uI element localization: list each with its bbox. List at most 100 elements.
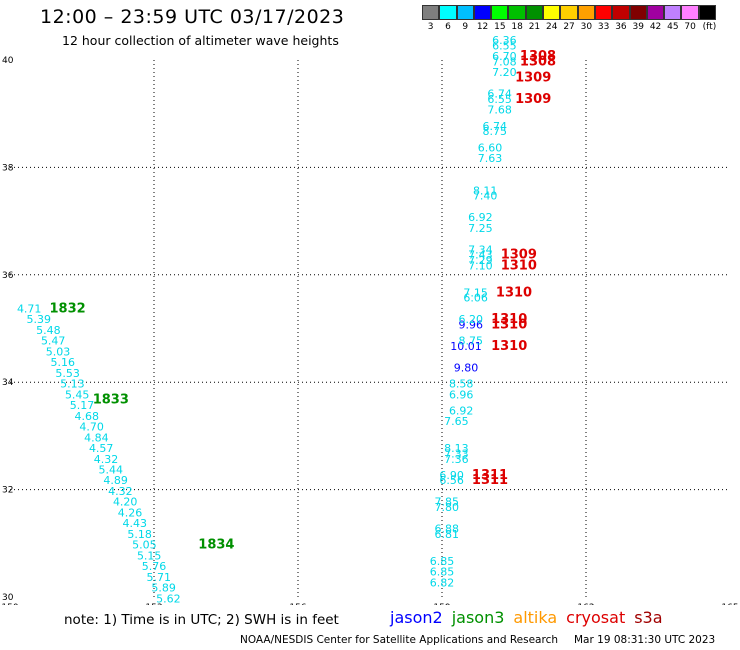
pass-time-label: 1310 [496,285,532,300]
swh-point-label: 7.29 [468,254,493,267]
y-tick-label: 36 [2,271,14,281]
swh-point-label: 5.05 [132,539,157,552]
credit-text: NOAA/NESDIS Center for Satellite Applica… [240,634,558,646]
altimeter-map-plot: 1501531561591621653032343638404.715.395.… [1,34,738,605]
swh-point-label: 9.96 [459,319,484,332]
color-scale-label: 42 [649,22,662,32]
legend-entry-altika: altika [513,608,558,627]
swh-point-label: 7.43 [468,249,493,262]
swh-point-label: 7.68 [487,104,512,117]
legend-entry-jason3: jason3 [451,608,505,627]
swh-point-label: 8.13 [444,442,469,455]
pass-time-label: 1311 [472,473,508,488]
color-swatch [439,5,457,20]
legend-entry-cryosat: cryosat [566,608,626,627]
x-tick-label: 165 [721,603,738,605]
y-tick-label: 30 [2,593,14,603]
pass-time-label: 1832 [50,301,86,316]
x-tick-label: 162 [577,603,594,605]
swh-point-label: 5.13 [60,378,85,391]
swh-point-label: 5.18 [127,528,152,541]
swh-point-label: 8.75 [483,125,508,138]
swh-point-label: 7.80 [435,501,460,514]
color-swatch [491,5,509,20]
swh-point-label: 9.80 [454,361,479,374]
swh-point-label: 4.68 [75,410,100,423]
swh-point-label: 6.82 [430,576,455,589]
color-scale-label: 12 [476,22,489,32]
x-tick-label: 150 [1,603,18,605]
footer-note: note: 1) Time is in UTC; 2) SWH is in fe… [64,612,339,628]
pass-time-label: 1834 [198,538,234,553]
swh-point-label: 5.39 [27,313,52,326]
swh-point-label: 7.65 [444,415,469,428]
y-tick-label: 34 [2,378,14,388]
swh-point-label: 4.70 [79,421,104,434]
swh-point-label: 5.16 [51,356,76,369]
swh-point-label: 8.11 [473,184,498,197]
x-tick-label: 153 [145,603,162,605]
swh-point-label: 5.15 [137,549,162,562]
pass-time-label: 1310 [491,312,527,327]
swh-point-label: 7.15 [463,286,488,299]
color-scale-label: (ft) [702,22,717,32]
swh-point-label: 6.85 [430,566,455,579]
swh-point-label: 5.71 [147,571,172,584]
pass-time-label: 1833 [93,393,129,408]
swh-point-label: 7.85 [435,496,460,509]
swh-point-label: 5.76 [142,560,167,573]
pass-time-label: 1308 [520,49,556,64]
swh-point-label: 6.85 [430,555,455,568]
swh-point-label: 8.75 [459,335,484,348]
color-scale-label: 3 [427,22,434,32]
color-swatch [681,5,699,20]
pass-time-label: 1310 [491,318,527,333]
swh-point-label: 4.89 [103,474,128,487]
color-swatch [594,5,613,20]
swh-point-label: 6.96 [449,388,474,401]
swh-point-label: 8.58 [449,378,474,391]
chart-title: 12:00 – 23:59 UTC 03/17/2023 [40,6,345,28]
color-scale-label: 15 [494,22,506,32]
swh-point-label: 6.81 [435,528,460,541]
swh-point-label: 6.90 [439,469,464,482]
color-scale-label: 24 [546,22,558,32]
swh-point-label: 5.17 [70,399,95,412]
satellite-legend: jason2 jason3 altika cryosat s3a [390,608,672,627]
color-swatch [560,5,578,20]
color-swatch [577,5,595,20]
y-tick-label: 38 [2,163,14,173]
timestamp: Mar 19 08:31:30 UTC 2023 [574,634,716,646]
swh-point-label: 5.47 [41,335,66,348]
swh-point-label: 4.84 [84,431,109,444]
swh-point-label: 6.92 [468,211,493,224]
color-swatch [508,5,526,20]
color-swatch [473,5,492,20]
color-scale-label: 18 [511,22,523,32]
swh-point-label: 5.53 [55,367,80,380]
swh-point-label: 7.34 [468,243,493,256]
swh-point-label: 6.36 [492,34,517,47]
color-scale-label: 6 [445,22,451,32]
pass-time-label: 1311 [472,468,508,483]
swh-point-label: 6.06 [463,292,488,305]
swh-point-label: 6.60 [478,141,503,154]
swh-point-label: 10.01 [450,340,482,353]
pass-time-label: 1309 [515,92,551,107]
swh-point-label: 7.33 [444,447,469,460]
color-scale-label: 45 [667,22,679,32]
legend-entry-jason2: jason2 [390,608,443,627]
footer-credit: NOAA/NESDIS Center for Satellite Applica… [240,634,715,646]
swh-point-label: 7.63 [478,152,503,165]
color-scale-bar [422,5,717,20]
color-scale-label: 21 [528,22,541,32]
swh-point-label: 5.44 [99,463,124,476]
y-tick-label: 32 [2,486,13,496]
x-tick-label: 156 [289,603,306,605]
swh-point-label: 4.26 [118,506,143,519]
swh-point-label: 6.56 [439,474,464,487]
swh-point-label: 6.74 [483,120,508,133]
color-swatch [525,5,544,20]
color-swatch [629,5,647,20]
color-scale-label: 30 [580,22,593,32]
